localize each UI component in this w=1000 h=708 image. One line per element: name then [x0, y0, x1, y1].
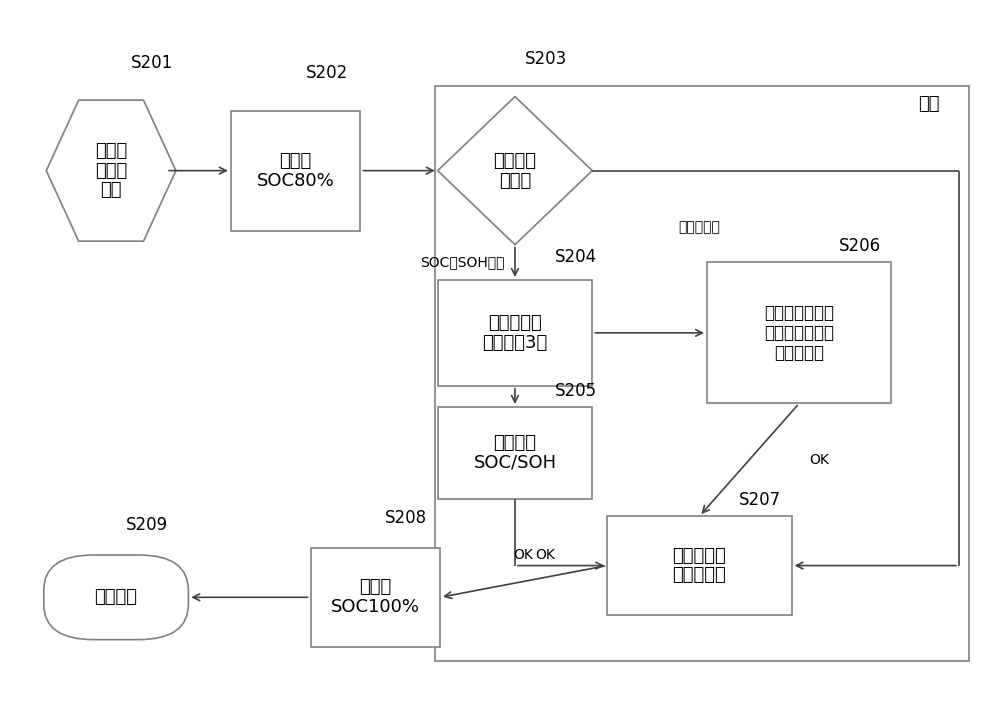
Text: 均衡至各单体电: 均衡至各单体电 — [764, 324, 834, 342]
Text: 正常: 正常 — [918, 95, 940, 113]
Text: 使用维护设: 使用维护设 — [488, 314, 542, 332]
Text: S208: S208 — [385, 509, 427, 527]
Text: 准备: 准备 — [100, 181, 122, 200]
Polygon shape — [438, 96, 592, 245]
FancyBboxPatch shape — [707, 263, 891, 404]
Text: S204: S204 — [555, 248, 597, 266]
Text: S202: S202 — [306, 64, 348, 83]
Text: 待维护: 待维护 — [95, 142, 127, 160]
Text: OK: OK — [514, 548, 534, 562]
Text: SOC80%: SOC80% — [257, 171, 334, 190]
FancyBboxPatch shape — [435, 86, 969, 661]
Text: 备充放电3圈: 备充放电3圈 — [482, 333, 548, 352]
Text: 能监测: 能监测 — [499, 171, 531, 190]
FancyBboxPatch shape — [438, 407, 592, 498]
Text: 电池包性能: 电池包性能 — [673, 566, 726, 584]
Text: OK: OK — [809, 453, 829, 467]
Text: 一致性不好: 一致性不好 — [679, 220, 720, 234]
Text: 电池包性: 电池包性 — [493, 152, 536, 170]
Text: 开启主动或被动: 开启主动或被动 — [764, 304, 834, 322]
Polygon shape — [46, 100, 176, 241]
Text: 充电至: 充电至 — [359, 578, 391, 596]
Text: 电动车: 电动车 — [95, 161, 127, 180]
Text: S203: S203 — [525, 50, 567, 69]
Text: OK: OK — [535, 548, 555, 562]
Text: S209: S209 — [126, 516, 168, 534]
Text: S207: S207 — [739, 491, 781, 509]
FancyBboxPatch shape — [607, 516, 792, 615]
Text: S201: S201 — [131, 54, 173, 72]
FancyBboxPatch shape — [311, 548, 440, 646]
Text: 池电压一致: 池电压一致 — [774, 343, 824, 362]
Text: SOC/SOH: SOC/SOH — [473, 454, 557, 472]
FancyBboxPatch shape — [231, 110, 360, 231]
Text: 充电至: 充电至 — [279, 152, 312, 170]
FancyBboxPatch shape — [44, 555, 188, 639]
Text: SOC、SOH差异: SOC、SOH差异 — [420, 256, 505, 269]
Text: S206: S206 — [839, 237, 881, 256]
FancyBboxPatch shape — [438, 280, 592, 386]
Text: SOC100%: SOC100% — [331, 598, 420, 616]
Text: 充放电确认: 充放电确认 — [673, 547, 726, 565]
Text: S205: S205 — [555, 382, 597, 400]
Text: 重新标定: 重新标定 — [493, 434, 536, 452]
Text: 结束维护: 结束维护 — [95, 588, 138, 606]
